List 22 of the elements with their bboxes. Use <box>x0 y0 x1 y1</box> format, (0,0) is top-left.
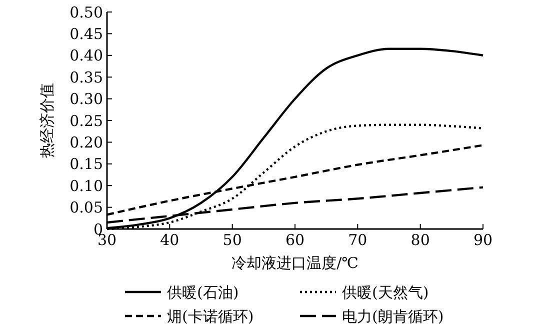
y-tick-label: 0.15 <box>70 155 103 174</box>
x-tick-label: 50 <box>222 231 242 249</box>
legend-label: 供暖(石油) <box>167 283 239 302</box>
y-tick-label: 0.40 <box>70 46 103 65</box>
y-tick-label: 0.50 <box>70 3 103 22</box>
x-tick-label: 40 <box>160 231 180 249</box>
y-axis-title: 热经济价值 <box>38 83 56 158</box>
y-tick-label: 0.35 <box>70 68 103 86</box>
y-tick-label: 0.45 <box>70 24 103 43</box>
x-tick-label: 80 <box>410 231 430 249</box>
y-tick-label: 0.25 <box>70 112 103 130</box>
legend-label: 电力(朗肯循环) <box>342 307 444 326</box>
y-tick-label: 0.05 <box>70 198 103 217</box>
legend-label: 㶲(卡诺循环) <box>167 307 254 326</box>
y-tick-label: 0.20 <box>70 133 103 152</box>
legend-label: 供暖(天然气) <box>342 283 429 302</box>
y-tick-label: 0.30 <box>70 90 103 108</box>
x-tick-label: 90 <box>473 231 493 249</box>
x-axis-title: 冷却液进口温度/℃ <box>232 254 358 272</box>
y-tick-label: 0.10 <box>70 176 103 195</box>
x-tick-label: 70 <box>348 231 368 249</box>
x-tick-label: 60 <box>285 231 305 249</box>
